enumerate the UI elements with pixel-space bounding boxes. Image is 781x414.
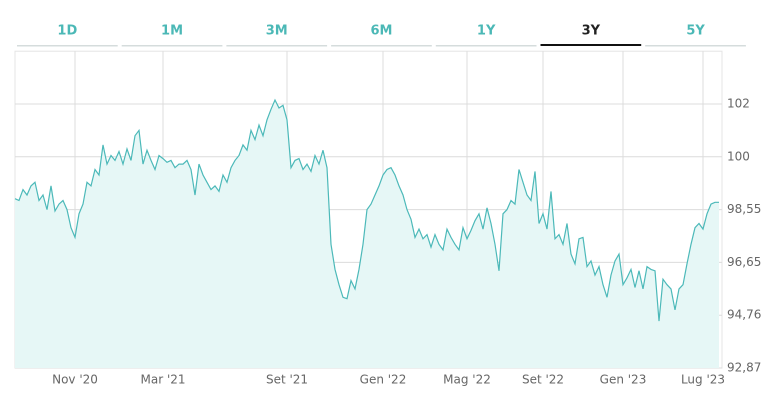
- y-tick-label: 92,87: [727, 361, 761, 375]
- y-tick-label: 98,55: [727, 202, 761, 216]
- x-tick-label: Nov '20: [52, 373, 98, 387]
- x-tick-label: Mar '21: [140, 373, 185, 387]
- y-tick-label: 94,76: [727, 308, 761, 322]
- x-tick-label: Gen '22: [360, 373, 407, 387]
- tab-underline[interactable]: [121, 45, 223, 47]
- tab-label[interactable]: 3Y: [582, 24, 601, 39]
- y-tick-label: 96,65: [727, 255, 761, 269]
- x-tick-label: Mag '22: [443, 373, 491, 387]
- tab-underline[interactable]: [540, 44, 642, 46]
- tab-label[interactable]: 1D: [57, 24, 77, 39]
- y-tick-label: 102: [727, 97, 750, 111]
- tab-underline[interactable]: [331, 45, 432, 47]
- line: [14, 98, 719, 322]
- tab-label[interactable]: 1Y: [477, 24, 496, 39]
- tab-underline[interactable]: [226, 45, 328, 47]
- area: [15, 100, 719, 368]
- x-tick-label: Set '22: [522, 373, 564, 387]
- tab-label[interactable]: 5Y: [686, 24, 705, 39]
- tab-underline[interactable]: [435, 45, 537, 47]
- y-tick-label: 100: [727, 149, 750, 163]
- tab-underline[interactable]: [17, 45, 118, 47]
- tab-underline[interactable]: [645, 45, 746, 47]
- x-tick-label: Lug '23: [681, 373, 725, 387]
- tab-label[interactable]: 1M: [161, 24, 183, 39]
- x-tick-label: Set '21: [266, 373, 308, 387]
- x-tick-label: Gen '23: [600, 373, 647, 387]
- tab-label[interactable]: 3M: [266, 24, 288, 39]
- tab-label[interactable]: 6M: [370, 24, 392, 39]
